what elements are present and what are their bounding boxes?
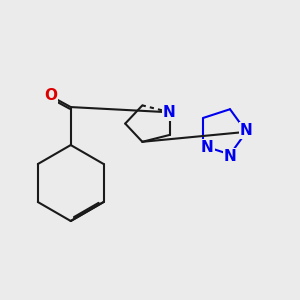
Text: N: N [163,105,176,120]
Text: N: N [224,149,236,164]
Text: O: O [44,88,57,103]
Text: N: N [239,123,252,138]
Text: N: N [201,140,214,154]
